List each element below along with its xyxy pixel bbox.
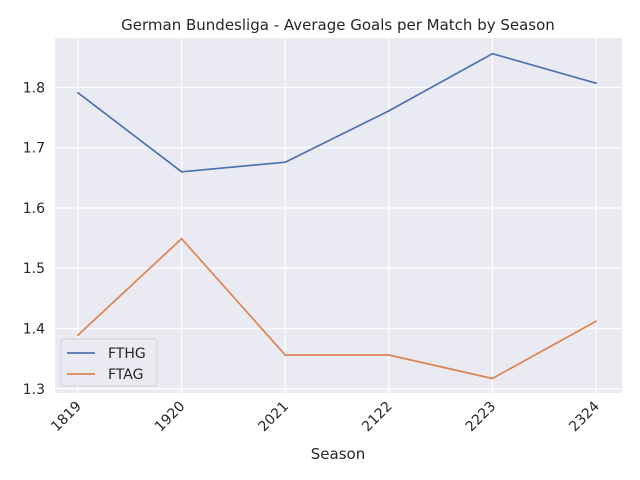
- data-point-fthg: [180, 170, 183, 173]
- data-point-ftag: [77, 334, 79, 337]
- y-tick-label: 1.5: [23, 261, 45, 277]
- data-point-fthg: [387, 110, 390, 112]
- y-tick-label: 1.4: [23, 322, 45, 338]
- y-tick-label: 1.3: [23, 382, 45, 398]
- x-tick-label: 2122: [359, 399, 396, 436]
- data-point-fthg: [284, 161, 287, 164]
- x-tick-label: 2324: [566, 398, 603, 435]
- x-tick-label: 1819: [48, 399, 85, 436]
- x-tick-labels: 1819 1920 2021 2122 2223 2324: [48, 398, 603, 435]
- y-tick-label: 1.6: [23, 201, 45, 217]
- data-point-ftag: [491, 377, 494, 380]
- data-point-ftag: [180, 237, 183, 240]
- data-point-ftag: [595, 320, 597, 323]
- data-point-fthg: [77, 91, 79, 94]
- x-tick-label: 1920: [152, 399, 189, 436]
- x-tick-label: 2021: [256, 399, 293, 436]
- data-point-fthg: [595, 82, 597, 85]
- series-lines: [77, 52, 597, 380]
- y-tick-label: 1.7: [23, 141, 45, 157]
- data-point-ftag: [284, 354, 287, 356]
- y-tick-label: 1.8: [23, 80, 45, 96]
- series-line-ftag: [77, 237, 597, 380]
- legend-label-fthg: FTHG: [108, 346, 146, 362]
- plot-area: [55, 38, 622, 393]
- data-point-fthg: [491, 52, 494, 55]
- x-tick-label: 2223: [463, 399, 500, 436]
- x-axis-label: Season: [311, 445, 365, 463]
- data-point-ftag: [387, 354, 390, 356]
- legend-label-ftag: FTAG: [108, 367, 143, 383]
- legend: FTHG FTAG: [60, 338, 158, 387]
- series-line-fthg: [77, 52, 597, 173]
- y-tick-labels: 1.3 1.4 1.5 1.6 1.7 1.8: [23, 80, 45, 397]
- chart-title: German Bundesliga - Average Goals per Ma…: [121, 16, 555, 34]
